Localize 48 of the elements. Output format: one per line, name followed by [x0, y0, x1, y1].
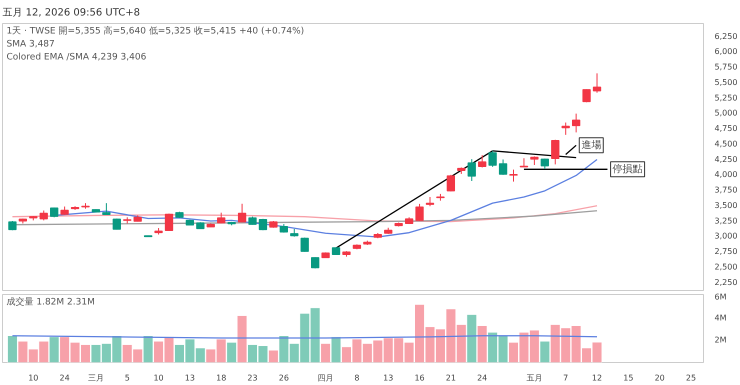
y-tick-label: 3,750 — [714, 186, 738, 195]
annotation: Colored EMA /SMA 4,239 3,406 — [6, 52, 147, 62]
x-tick-label: 10 — [28, 374, 38, 382]
x-tick-label: 18 — [216, 374, 226, 382]
x-tick-label: 24 — [60, 374, 70, 382]
y-tick-label: 4,250 — [714, 154, 738, 164]
y-tick-label: 5,500 — [714, 78, 738, 87]
y-tick-label: 6,250 — [714, 32, 738, 41]
annotation: 成交量 1.82M 2.31M — [6, 296, 95, 308]
y-tick-label: 5,750 — [714, 62, 738, 72]
x-tick-label: 15 — [623, 374, 634, 382]
annotation: 停損點 — [612, 162, 643, 175]
y-tick-label: 3,000 — [714, 232, 738, 241]
y-tick-label: 3,250 — [714, 216, 738, 226]
y-tick-label: 6,000 — [714, 47, 738, 56]
x-tick-label: 10 — [153, 374, 164, 382]
annotation: 1天 · TWSE 開=5,355 高=5,640 低=5,325 收=5,415 +40 (+0.74%) — [6, 26, 304, 36]
x-tick-label: 26 — [278, 374, 289, 382]
y-tick-label: 4,000 — [714, 170, 738, 180]
y-tick-label: 2M — [714, 336, 727, 345]
x-tick-label: 12 — [592, 374, 602, 382]
x-tick-label: 24 — [477, 374, 488, 382]
y-tick-label: 2,500 — [714, 262, 738, 272]
x-tick-label: 7 — [563, 374, 568, 382]
y-tick-label: 4,500 — [714, 139, 738, 148]
x-tick-label: 21 — [446, 374, 456, 382]
x-tick-label: 20 — [654, 374, 665, 382]
y-tick-label: 5,250 — [714, 93, 738, 102]
x-tick-label: 13 — [184, 374, 195, 382]
x-tick-label: 16 — [414, 374, 425, 382]
x-tick-label: 8 — [354, 374, 360, 382]
y-tick-label: 4M — [714, 313, 727, 322]
y-tick-label: 4,750 — [714, 124, 738, 134]
x-tick-label: 23 — [247, 374, 258, 382]
y-tick-label: 3,500 — [714, 200, 738, 210]
x-tick-label: 五月 — [526, 374, 542, 382]
x-tick-label: 四月 — [318, 374, 334, 382]
y-tick-label: 6M — [714, 292, 727, 302]
chart-title: 五月 12, 2026 09:56 UTC+8 — [2, 8, 140, 18]
annotation: SMA 3,487 — [6, 40, 55, 50]
x-tick-label: 5 — [124, 374, 130, 382]
y-tick-label: 2,750 — [714, 247, 738, 256]
x-tick-label: 25 — [686, 374, 696, 382]
y-tick-label: 5,000 — [714, 108, 738, 118]
x-tick-label: 三月 — [88, 374, 104, 382]
y-tick-label: 2,250 — [714, 278, 738, 287]
x-tick-label: 13 — [383, 374, 394, 382]
annotation: 進場 — [581, 138, 602, 151]
